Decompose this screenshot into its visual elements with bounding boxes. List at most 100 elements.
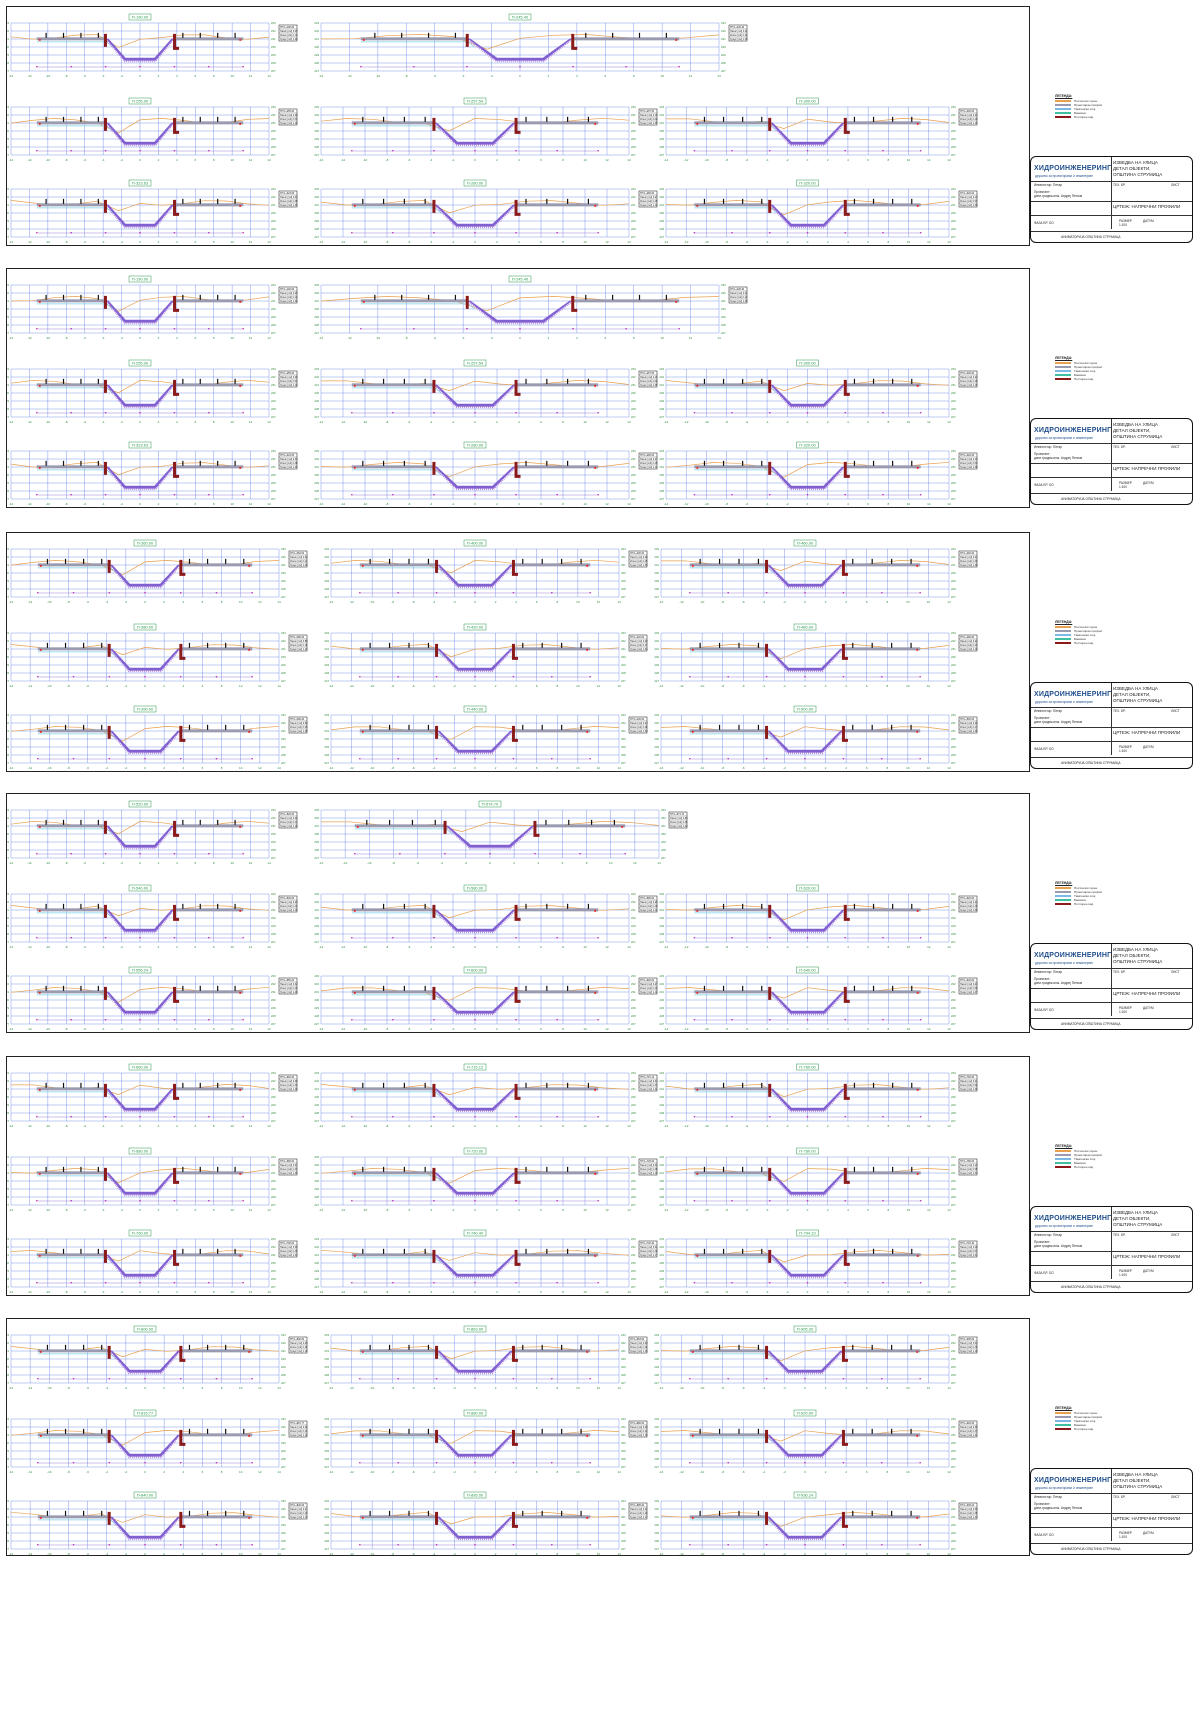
elevation-label-right: 229 [631, 1103, 636, 1107]
x-tick-label: -10 [704, 1124, 709, 1128]
survey-point [239, 300, 242, 303]
marker-post [206, 724, 209, 730]
marker-post [525, 1082, 527, 1088]
x-tick-label: -12 [679, 1386, 684, 1390]
legend-label: Постоечки терен [1074, 1410, 1098, 1415]
x-tick-label: -6 [83, 158, 86, 162]
elevation-label-left: 232 [324, 721, 329, 725]
profile-info-row: Хумус [m2] 1.20 [280, 991, 298, 994]
survey-point [353, 384, 356, 387]
reference-marker [35, 150, 38, 152]
elevation-label-left: 229 [654, 1531, 659, 1535]
channel-lining [106, 1254, 174, 1277]
elevation-label-right: 232 [631, 1079, 636, 1083]
legend-item: Потпорен ѕид [1055, 1427, 1135, 1431]
marker-post [97, 1082, 99, 1088]
reference-marker [550, 1544, 553, 1546]
reference-marker [36, 1378, 39, 1380]
reference-marker [70, 853, 73, 855]
survey-point [916, 991, 919, 994]
x-tick-label: 0 [144, 1386, 146, 1390]
x-tick-label: 2 [548, 74, 550, 78]
elevation-label-right: 233 [951, 631, 956, 635]
elevation-label-right: 231 [621, 647, 626, 651]
object-title: ИЗВЕДБА НА УЛИЦА [1113, 160, 1158, 165]
road-deck-left [37, 1433, 111, 1437]
marker-post [374, 294, 376, 300]
profile-label-box [796, 884, 819, 892]
x-tick-label: -14 [329, 1470, 334, 1474]
marker-post [454, 32, 457, 38]
reference-marker [806, 232, 809, 234]
x-tick-label: -6 [742, 1552, 745, 1556]
marker-post [80, 1248, 82, 1254]
road-deck-right [844, 1171, 921, 1175]
retaining-wall [103, 1167, 107, 1184]
reference-marker [556, 412, 559, 414]
x-tick-label: 12 [258, 766, 262, 770]
marker-post [699, 558, 701, 564]
marker-post [718, 642, 721, 648]
reference-marker [597, 1200, 600, 1202]
elevation-label-left: 233 [314, 808, 319, 812]
marker-post [234, 294, 236, 300]
reference-marker [72, 592, 75, 594]
reference-marker [144, 1544, 146, 1546]
x-tick-label: 2 [825, 1386, 827, 1390]
investor-field: Инвеститор: Петар [1034, 1495, 1062, 1499]
elevation-label-right: 228 [951, 1539, 956, 1543]
x-tick-label: 14 [617, 1386, 621, 1390]
channel-lining [106, 38, 174, 61]
marker-post [424, 1166, 426, 1172]
x-tick-label: -14 [664, 1290, 669, 1294]
x-tick-label: 10 [583, 1027, 587, 1031]
elevation-label-left: 229 [659, 481, 664, 485]
profile-info-row: Насип [m2] 0.35 [670, 817, 688, 820]
x-tick-label: 14 [947, 240, 951, 244]
elevation-label-left: 230 [324, 1523, 329, 1527]
profile-info-row: ПП 1+500.00 [960, 718, 975, 721]
survey-point [38, 909, 41, 912]
x-tick-label: 14 [627, 1124, 631, 1128]
elevation-label-right: 229 [631, 481, 636, 485]
legend-label: Банкина [1074, 1160, 1086, 1165]
designer-name: дипл.градеж.инж. Андреј Петков [1034, 720, 1083, 724]
road-deck-right [842, 1515, 921, 1519]
retaining-wall [103, 986, 107, 1003]
elevation-label-left: 232 [654, 639, 659, 643]
marker-post [83, 1510, 85, 1516]
marker-post [182, 819, 184, 825]
scale-value: 1:100 [1119, 223, 1127, 227]
x-tick-label: 10 [660, 336, 664, 340]
reference-marker [35, 1116, 38, 1118]
reference-marker [727, 592, 730, 594]
cross-section-profile: -14-12-10-8-6-4-202468101214233233232232… [7, 1063, 298, 1128]
x-tick-label: -8 [725, 158, 728, 162]
x-tick-label: 4 [182, 600, 184, 604]
x-tick-label: -12 [684, 240, 689, 244]
x-tick-label: 10 [230, 1027, 234, 1031]
x-tick-label: -2 [783, 1552, 786, 1556]
elevation-label-right: 228 [951, 1373, 956, 1377]
elevation-label-left: 232 [7, 982, 9, 986]
profile-info-row: Ископ [m2] 0.37 [640, 1084, 658, 1087]
subbase-line [36, 828, 113, 835]
elevation-label-right: 229 [271, 924, 276, 928]
road-deck-right [173, 299, 244, 303]
channel-lining [437, 730, 513, 753]
elevation-label-left: 228 [314, 407, 319, 411]
retaining-wall [432, 1167, 436, 1184]
survey-point [239, 909, 242, 912]
object-title: ИЗВЕДБА НА УЛИЦА [1113, 1472, 1158, 1477]
elevation-label-right: 227 [621, 1465, 626, 1469]
elevation-label-left: 231 [659, 203, 664, 207]
elevation-label-left: 227 [314, 235, 319, 239]
subbase-line [694, 207, 777, 214]
profile-label-box [463, 1325, 487, 1333]
elevation-label-left: 230 [659, 998, 664, 1002]
elevation-label-left: 230 [654, 571, 659, 575]
existing-terrain-line [665, 1168, 950, 1182]
sheet-label: ЛИСТ [1171, 970, 1180, 974]
channel-lining [106, 909, 174, 932]
